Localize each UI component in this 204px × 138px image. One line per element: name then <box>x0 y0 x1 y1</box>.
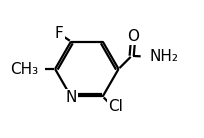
Text: Cl: Cl <box>108 99 123 114</box>
Text: CH₃: CH₃ <box>10 62 39 77</box>
Text: NH₂: NH₂ <box>150 49 179 64</box>
Text: F: F <box>55 26 64 41</box>
Text: N: N <box>66 90 77 105</box>
Text: O: O <box>127 29 139 44</box>
